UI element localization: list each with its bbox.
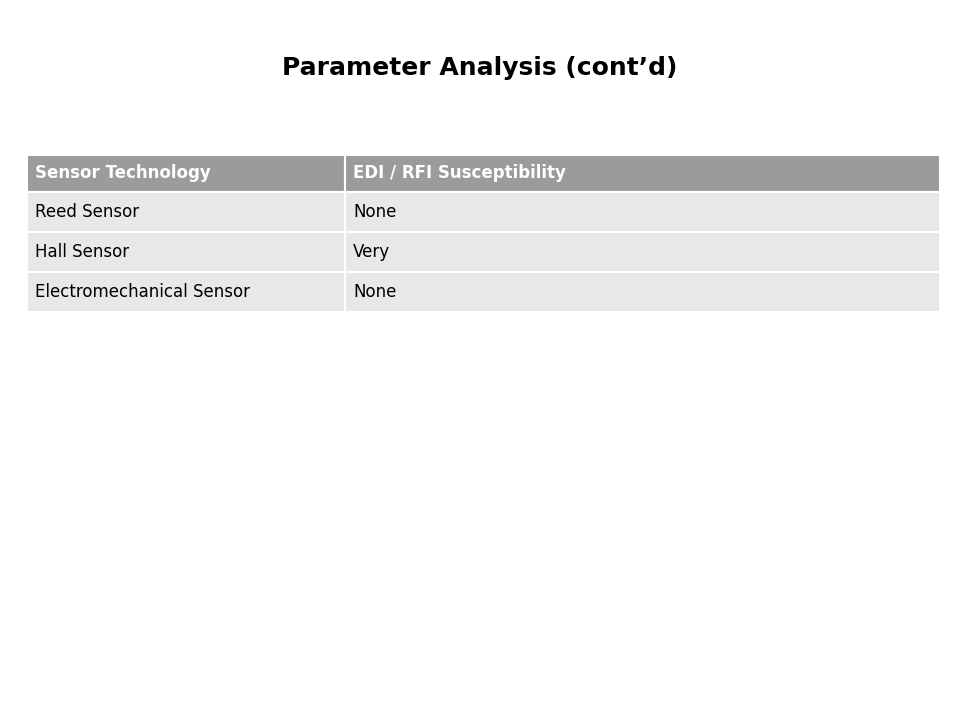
FancyBboxPatch shape (27, 155, 345, 192)
Text: Electromechanical Sensor: Electromechanical Sensor (35, 283, 250, 301)
Text: Parameter Analysis (cont’d): Parameter Analysis (cont’d) (282, 56, 678, 80)
Text: Very: Very (353, 243, 390, 261)
FancyBboxPatch shape (345, 272, 940, 312)
FancyBboxPatch shape (345, 192, 940, 232)
FancyBboxPatch shape (27, 192, 345, 232)
Text: Hall Sensor: Hall Sensor (35, 243, 130, 261)
Text: None: None (353, 203, 396, 221)
FancyBboxPatch shape (27, 272, 345, 312)
Text: Sensor Technology: Sensor Technology (35, 164, 211, 182)
Text: EDI / RFI Susceptibility: EDI / RFI Susceptibility (353, 164, 565, 182)
Text: Reed Sensor: Reed Sensor (35, 203, 139, 221)
Text: None: None (353, 283, 396, 301)
FancyBboxPatch shape (27, 232, 345, 272)
FancyBboxPatch shape (345, 232, 940, 272)
FancyBboxPatch shape (345, 155, 940, 192)
